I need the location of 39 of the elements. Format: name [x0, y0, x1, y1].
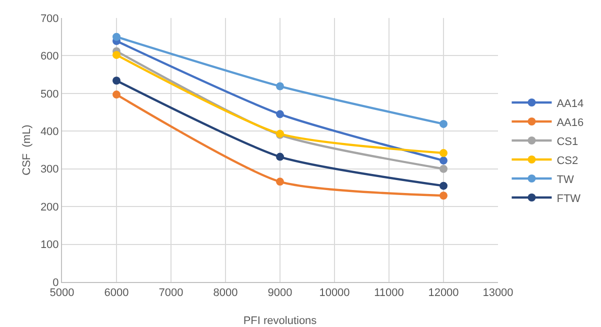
point — [440, 149, 448, 158]
legend-label: AA14 — [556, 98, 584, 110]
point — [276, 110, 284, 118]
x-tick-label: 8000 — [213, 287, 238, 300]
point — [440, 120, 448, 128]
x-tick-label: 6000 — [104, 287, 129, 300]
x-tick-label: 10000 — [319, 287, 350, 300]
x-tick-label: 5000 — [50, 287, 74, 300]
point — [440, 156, 448, 165]
point — [440, 182, 448, 190]
y-tick-label: 300 — [40, 164, 59, 176]
x-axis-title: PFI revolutions — [243, 315, 318, 327]
y-tick-label: 500 — [40, 88, 59, 100]
point — [276, 178, 284, 186]
y-axis-title: CSF (mL) — [21, 124, 33, 176]
x-tick-label: 9000 — [268, 287, 292, 300]
y-tick-label: 400 — [40, 126, 59, 138]
x-tick-label: 11000 — [374, 287, 404, 300]
point — [276, 152, 284, 161]
point — [112, 32, 120, 41]
x-tick-label: 7000 — [158, 287, 184, 300]
x-tick-label: 13000 — [482, 287, 514, 300]
legend-label: CS2 — [556, 154, 578, 167]
point — [440, 164, 448, 173]
y-tick-label: 200 — [40, 201, 59, 214]
x-tick-label: 12000 — [428, 287, 459, 300]
point — [440, 192, 448, 200]
point — [112, 50, 120, 59]
point — [276, 82, 284, 90]
y-tick-label: 700 — [40, 12, 59, 25]
point — [112, 76, 120, 85]
y-tick-label: 600 — [40, 50, 59, 63]
y-tick-label: 0 — [52, 276, 59, 289]
legend-label: CS1 — [556, 136, 578, 148]
legend-label: TW — [556, 174, 574, 186]
legend-label: FTW — [556, 192, 582, 205]
legend-label: AA16 — [556, 116, 584, 129]
y-tick-label: 100 — [40, 239, 59, 252]
point — [112, 90, 120, 99]
